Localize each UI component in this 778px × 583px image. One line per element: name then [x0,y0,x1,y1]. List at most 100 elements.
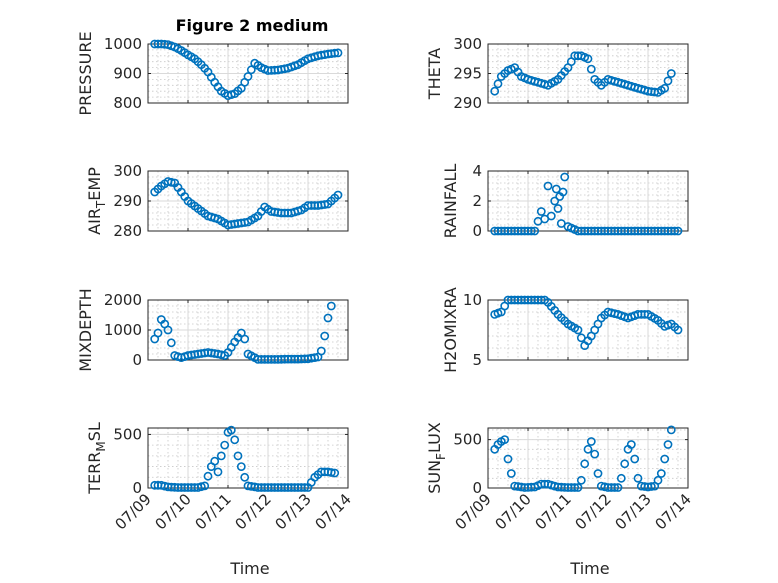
data-point [558,187,568,197]
y-tick-label: 295 [453,65,482,83]
data-point [333,190,343,200]
data-point [220,440,230,450]
x-tick-label: 07/11 [532,490,575,533]
subplot-mixdepth: 0 1000 2000 MIXDEPTH [76,288,349,372]
data-point [246,65,256,75]
data-point [196,482,206,492]
data-point [326,301,336,311]
data-point [163,325,173,335]
y-tick-label: 5 [472,351,482,369]
series-markers [150,425,340,492]
y-tick-label: 0 [472,479,482,497]
data-point [506,469,516,478]
data-point [323,313,333,323]
data-point [216,451,226,461]
y-tick-label: 4 [472,162,482,180]
x-tick-label: 07/11 [192,490,235,533]
data-point [230,435,240,445]
series-markers [490,295,683,350]
series-markers [490,51,676,97]
y-tick-label: 1000 [104,321,142,339]
y-axis-label: AIRTEMP [85,167,108,235]
data-point [543,181,553,191]
data-point [646,482,656,491]
y-tick-label: 2 [472,192,482,210]
data-point [550,196,560,206]
data-point [166,338,176,348]
data-point [153,328,163,338]
x-tick-label: 07/13 [612,490,655,533]
y-axis-label: MIXDEPTH [76,288,95,371]
data-point [203,471,213,481]
data-point [546,211,556,221]
data-point [233,451,243,461]
subplot-air_temp: 280 290 300 AIRTEMP [85,162,349,240]
data-point [660,83,670,93]
axes-box [487,299,689,361]
data-point [570,483,580,492]
y-tick-label: 280 [113,222,142,240]
data-point [656,469,666,478]
subplot-terr_msl: 050007/0907/1007/1107/1207/1307/14TimeTE… [85,422,355,578]
data-point [503,454,513,464]
y-axis-label: H2OMIXRA [441,287,460,373]
data-point [530,226,540,236]
data-point [490,86,500,96]
data-point [620,459,630,469]
data-point [673,325,683,335]
data-point [633,473,643,483]
data-point [593,469,603,478]
data-point [586,437,596,446]
y-tick-label: 500 [113,425,142,443]
data-point [573,483,583,492]
data-point [330,468,340,478]
data-point [213,467,223,477]
axes-box [487,427,689,489]
data-point [316,346,326,356]
x-tick-label: 07/10 [492,490,535,533]
data-point [493,79,503,89]
subplot-rainfall: 0 2 4 RAINFALL [441,162,689,240]
y-tick-label: 300 [113,162,142,180]
y-tick-label: 290 [453,94,482,112]
plot-area [488,300,688,360]
y-axis-label: SUNFLUX [425,422,448,494]
data-point [333,48,343,58]
data-point [663,440,673,449]
y-tick-label: 0 [132,351,142,369]
data-point [320,331,330,341]
y-axis-label: PRESSURE [76,31,95,115]
subplot-pressure: 800 900 1000 PRESSURE Figure 2 medium [76,16,349,116]
y-axis-label: TERRMSL [85,422,108,495]
series-markers [150,177,343,230]
x-axis-label: Time [229,559,269,578]
data-point [226,425,236,435]
data-point [330,48,340,58]
x-tick-label: 07/13 [272,490,315,533]
data-point [666,425,676,435]
y-tick-label: 2000 [104,291,142,309]
x-tick-label: 07/14 [312,490,355,533]
data-point [580,459,590,469]
y-tick-label: 1000 [104,35,142,53]
y-tick-label: 300 [453,35,482,53]
data-point [310,353,320,362]
series-markers [150,39,343,100]
y-tick-label: 0 [132,479,142,497]
data-point [626,440,636,449]
y-tick-label: 800 [113,94,142,112]
data-point [586,64,596,74]
x-tick-label: 07/12 [232,490,275,533]
series-markers [490,172,683,236]
data-point [613,483,623,492]
y-tick-label: 290 [113,192,142,210]
series-markers [490,425,676,492]
data-point [240,472,250,482]
data-point [500,435,510,444]
x-tick-label: 07/12 [572,490,615,533]
data-point [236,462,246,471]
data-point [660,454,670,464]
data-point [666,69,676,78]
